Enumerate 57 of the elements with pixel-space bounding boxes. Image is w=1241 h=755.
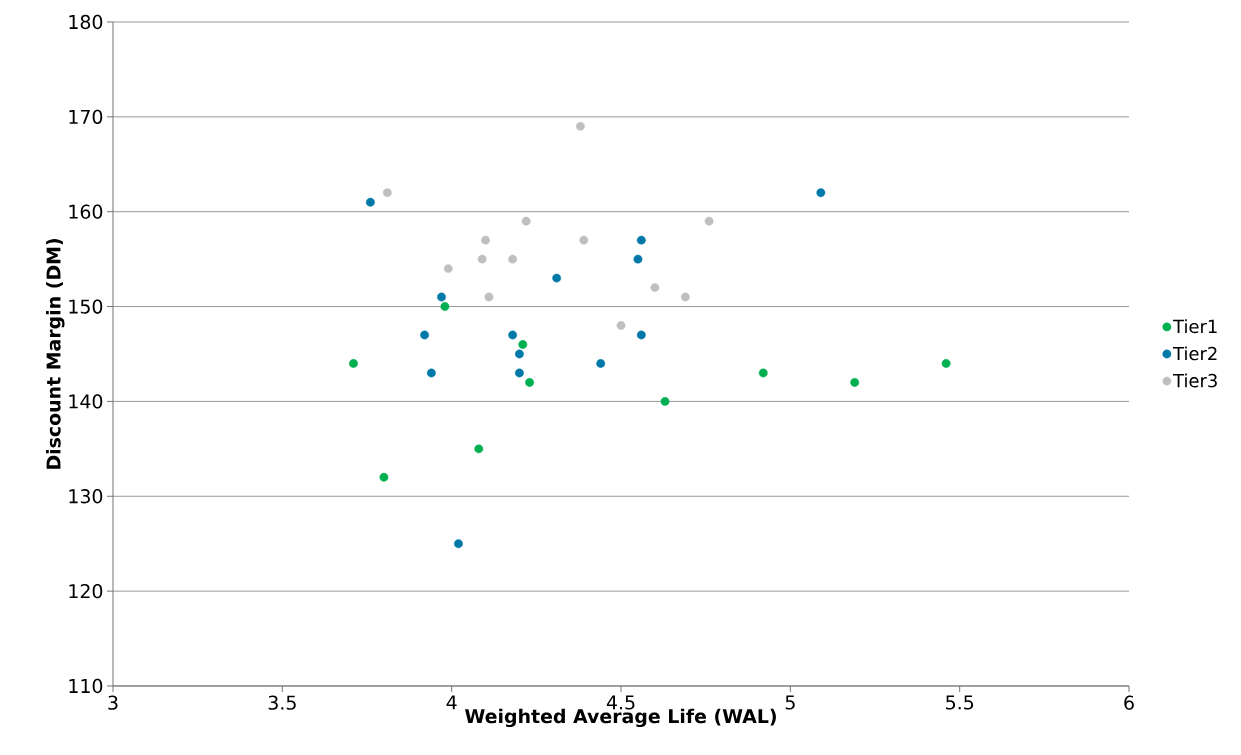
y-tick-label: 160 (69, 204, 103, 219)
point (508, 330, 518, 340)
point (579, 235, 589, 245)
y-tick-label: 150 (69, 299, 103, 314)
point (382, 188, 392, 198)
y-tick-label: 170 (69, 109, 103, 124)
point (484, 292, 494, 302)
point (365, 197, 375, 207)
point (440, 302, 450, 311)
point (379, 472, 389, 482)
x-tick-label: 3.5 (268, 695, 296, 710)
point (518, 340, 528, 349)
point (704, 216, 714, 226)
point (474, 444, 484, 454)
point (525, 378, 534, 387)
point (633, 254, 643, 264)
y-tick-label: 110 (69, 678, 103, 694)
point (454, 539, 463, 549)
legend-label: Tier2 (1173, 346, 1217, 361)
point (575, 121, 585, 131)
point (596, 359, 606, 368)
point (660, 397, 670, 406)
point (515, 349, 524, 359)
x-tick-label: 5 (785, 695, 795, 710)
point (420, 330, 429, 340)
point (941, 359, 951, 368)
x-tick-label: 5.5 (946, 695, 974, 710)
point (508, 254, 518, 264)
point (616, 321, 626, 330)
point (680, 292, 690, 302)
x-axis-title: Weighted Average Life (WAL) (465, 708, 776, 728)
x-tick-label: 4.5 (606, 695, 635, 710)
point (758, 368, 768, 378)
x-tick-label: 4 (446, 695, 457, 710)
y-axis-title: Discount Margin (DM) (46, 239, 65, 469)
point (515, 368, 524, 378)
point (636, 330, 646, 340)
point (816, 188, 826, 198)
legend-label: Tier3 (1173, 373, 1217, 388)
legend-label: Tier1 (1173, 319, 1217, 334)
x-tick-label: 3 (108, 695, 118, 710)
point (481, 235, 490, 245)
point (552, 273, 562, 283)
point (477, 254, 487, 264)
x-tick-label: 6 (1124, 695, 1134, 710)
point (437, 292, 446, 302)
point (443, 264, 453, 274)
point (426, 368, 436, 378)
point (650, 283, 660, 292)
point (521, 216, 531, 226)
y-tick-label: 130 (69, 489, 103, 504)
point (349, 359, 358, 368)
y-tick-label: 140 (69, 394, 103, 409)
y-tick-label: 120 (69, 583, 103, 599)
point (850, 378, 860, 387)
y-tick-label: 180 (69, 14, 103, 30)
point (636, 235, 646, 245)
